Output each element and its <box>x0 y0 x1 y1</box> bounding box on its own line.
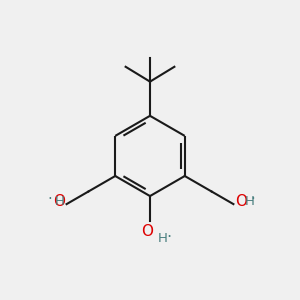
Text: H: H <box>245 195 255 208</box>
Text: O: O <box>141 224 153 239</box>
Text: H: H <box>54 195 64 208</box>
Text: H: H <box>158 232 167 245</box>
Text: ·: · <box>250 192 255 207</box>
Text: ·: · <box>47 192 52 207</box>
Text: O: O <box>53 194 65 209</box>
Text: ·: · <box>166 230 172 245</box>
Text: O: O <box>235 194 247 209</box>
